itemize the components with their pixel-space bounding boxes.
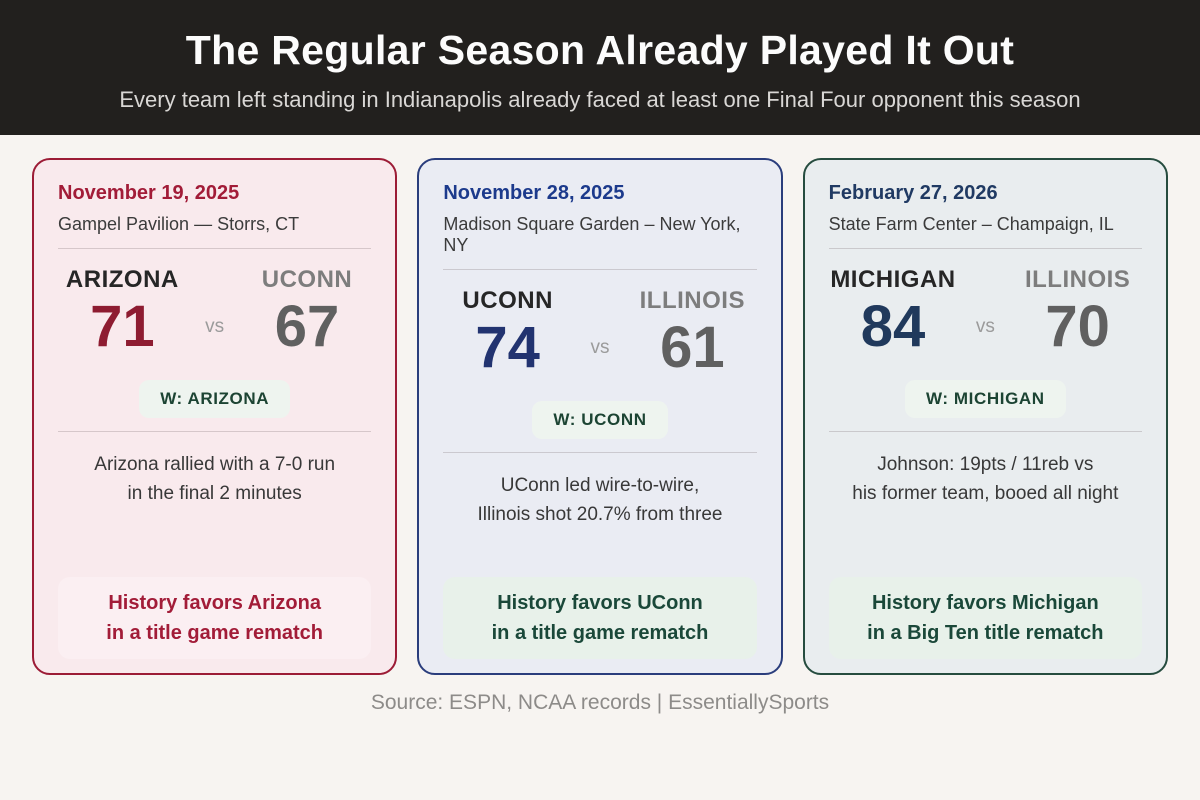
vs-label: vs [975,316,995,337]
game-date: November 28, 2025 [443,182,625,204]
matchup: ARIZONA UCONN 71 vs 67 [58,266,371,356]
game-card-uconn-illinois: November 28, 2025 Madison Square Garden … [417,158,783,675]
source-line: Source: ESPN, NCAA records | Essentially… [370,691,830,714]
note-line: Johnson: 19pts / 11reb vs [877,454,1094,475]
note-line: UConn led wire-to-wire, [500,475,700,496]
spacer [58,509,371,577]
divider [828,248,1142,249]
divider [443,269,757,270]
takeaway-line: in a Big Ten title rematch [867,622,1104,644]
vs-label: vs [205,316,225,337]
takeaway-banner: History favors Arizona in a title game r… [58,577,372,659]
team-score-home: 71 [90,294,155,359]
note-line: in the final 2 minutes [127,483,302,505]
matchup: MICHIGAN ILLINOIS 84 vs 70 [829,266,1142,356]
takeaway-line: History favors Michigan [871,592,1099,614]
winner-badge: W: UCONN [532,401,668,439]
takeaway-line: in a title game rematch [106,622,324,644]
team-name-away: ILLINOIS [1024,266,1131,293]
takeaway-banner: History favors UConn in a title game rem… [443,577,757,659]
game-cards-row: November 19, 2025 Gampel Pavilion — Stor… [0,135,1200,675]
divider [58,431,372,432]
game-venue: State Farm Center – Champaign, IL [828,214,1114,234]
team-name-home: ARIZONA [65,266,179,293]
takeaway-line: History favors UConn [497,592,703,614]
vs-label: vs [590,337,610,358]
team-name-away: UCONN [261,266,353,293]
game-venue: Gampel Pavilion — Storrs, CT [58,214,300,234]
game-card-michigan-illinois: February 27, 2026 State Farm Center – Ch… [802,158,1168,675]
divider [443,452,757,453]
note-line: his former team, booed all night [852,483,1119,505]
spacer [829,509,1142,577]
divider [828,431,1142,432]
divider [58,248,372,249]
note-line: Illinois shot 20.7% from three [477,504,723,526]
team-name-home: MICHIGAN [830,266,956,293]
takeaway-line: History favors Arizona [108,592,321,614]
winner-badge: W: MICHIGAN [904,380,1066,418]
spacer [443,530,756,577]
team-score-home: 84 [860,294,926,359]
matchup: UCONN ILLINOIS 74 vs 61 [443,287,756,377]
page-title: The Regular Season Already Played It Out [185,26,1015,73]
game-venue: Madison Square Garden – New York, NY [443,214,741,255]
game-date: November 19, 2025 [58,182,240,204]
team-score-away: 61 [660,315,725,380]
team-score-away: 67 [274,294,340,359]
game-date: February 27, 2026 [828,182,998,204]
takeaway-line: in a title game rematch [491,622,709,644]
team-score-home: 74 [475,315,540,380]
note-line: Arizona rallied with a 7-0 run [94,454,336,475]
winner-badge: W: ARIZONA [139,380,291,418]
game-note: Arizona rallied with a 7-0 run in the fi… [58,450,371,509]
game-note: Johnson: 19pts / 11reb vs his former tea… [829,450,1142,509]
page-subtitle: Every team left standing in Indianapolis… [119,86,1081,112]
game-note: UConn led wire-to-wire, Illinois shot 20… [443,471,756,530]
team-name-home: UCONN [462,287,553,314]
team-score-away: 70 [1045,294,1110,359]
team-name-away: ILLINOIS [639,287,745,314]
takeaway-banner: History favors Michigan in a Big Ten tit… [828,577,1142,659]
game-card-arizona-uconn: November 19, 2025 Gampel Pavilion — Stor… [32,158,398,675]
infographic-header: The Regular Season Already Played It Out… [0,0,1200,135]
